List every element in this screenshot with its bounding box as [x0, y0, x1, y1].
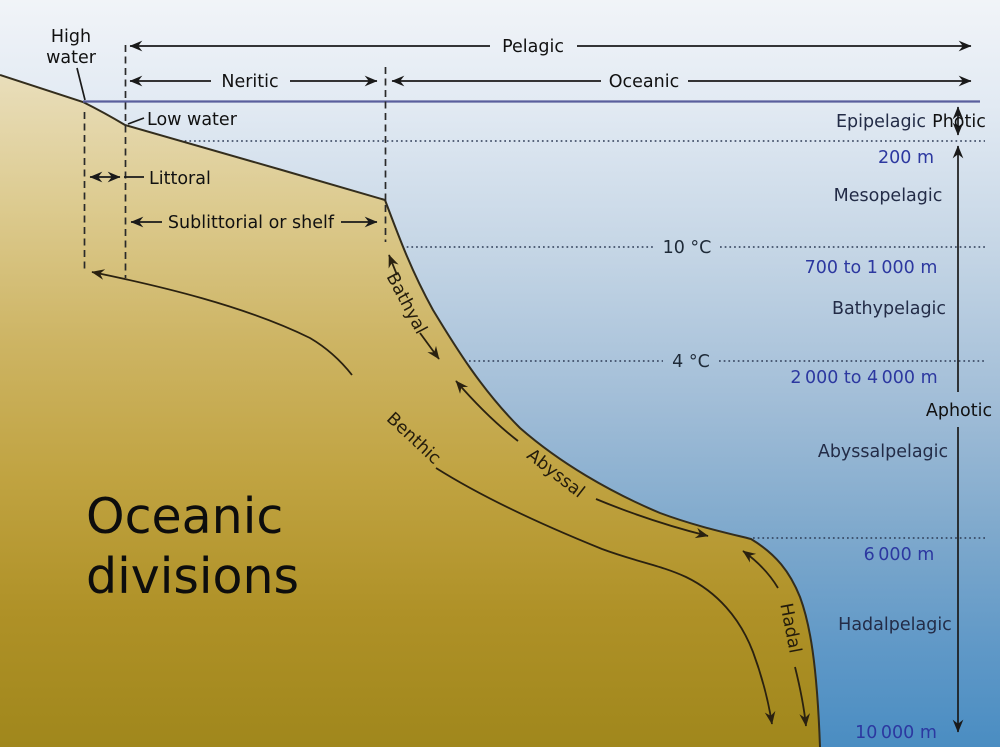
diagram-title-line2: divisions — [86, 548, 299, 605]
bathyal-arrow-lower — [419, 332, 440, 360]
black-labels: High water Pelagic Neritic Oceanic Low w… — [46, 27, 992, 421]
sublittoral-label: Sublittorial or shelf — [168, 213, 335, 233]
depth-700-1000m-label: 700 to 1 000 m — [805, 258, 938, 278]
littoral-label: Littoral — [149, 169, 211, 189]
zone-span-arrows — [76, 40, 972, 228]
high-water-label-line1: High — [51, 27, 91, 47]
benthic-arrow-lower — [435, 467, 776, 725]
depth-200m-label: 200 m — [878, 148, 934, 168]
abyssal-arrow-lower — [595, 498, 709, 539]
bathyal-arrow-upper — [388, 254, 399, 276]
diagram-title-line1: Oceanic — [86, 488, 283, 545]
dashed-reference-lines — [83, 45, 387, 278]
low-water-pointer-line — [127, 117, 145, 125]
bathypelagic-label: Bathypelagic — [832, 299, 946, 319]
pelagic-zone-labels: Epipelagic Mesopelagic Bathypelagic Abys… — [818, 112, 952, 635]
depth-10000m-label: 10 000 m — [855, 723, 937, 743]
abyssalpelagic-label: Abyssalpelagic — [818, 442, 948, 462]
low-water-label: Low water — [147, 110, 238, 130]
benthic-arrow-upper — [91, 269, 353, 376]
neritic-label: Neritic — [221, 72, 278, 92]
temperature-labels: 10 °C 4 °C — [663, 238, 712, 372]
epipelagic-label: Epipelagic — [836, 112, 926, 132]
high-water-label-line2: water — [46, 48, 97, 68]
hadal-arrow-upper — [742, 550, 779, 589]
high-water-pointer-line — [76, 67, 86, 101]
seafloor-terrain — [0, 75, 820, 747]
dotted-boundary-lines — [180, 140, 985, 539]
depth-6000m-label: 6 000 m — [864, 545, 935, 565]
aphotic-label: Aphotic — [926, 401, 992, 421]
depth-labels: 200 m 700 to 1 000 m 2 000 to 4 000 m 6 … — [790, 148, 937, 743]
diagram-title: Oceanic divisions — [86, 488, 299, 605]
photic-label: Photic — [932, 112, 986, 132]
seafloor-surface-line — [0, 74, 821, 747]
pelagic-label: Pelagic — [502, 37, 564, 57]
hadal-arrow-lower — [794, 666, 811, 727]
hadalpelagic-label: Hadalpelagic — [838, 615, 952, 635]
temp-10c-label: 10 °C — [663, 238, 712, 258]
benthic-zone-arrows — [91, 254, 811, 727]
mesopelagic-label: Mesopelagic — [834, 186, 943, 206]
temp-4c-label: 4 °C — [672, 352, 710, 372]
oceanic-label: Oceanic — [609, 72, 679, 92]
depth-2000-4000m-label: 2 000 to 4 000 m — [790, 368, 937, 388]
abyssal-arrow-upper — [455, 380, 519, 442]
